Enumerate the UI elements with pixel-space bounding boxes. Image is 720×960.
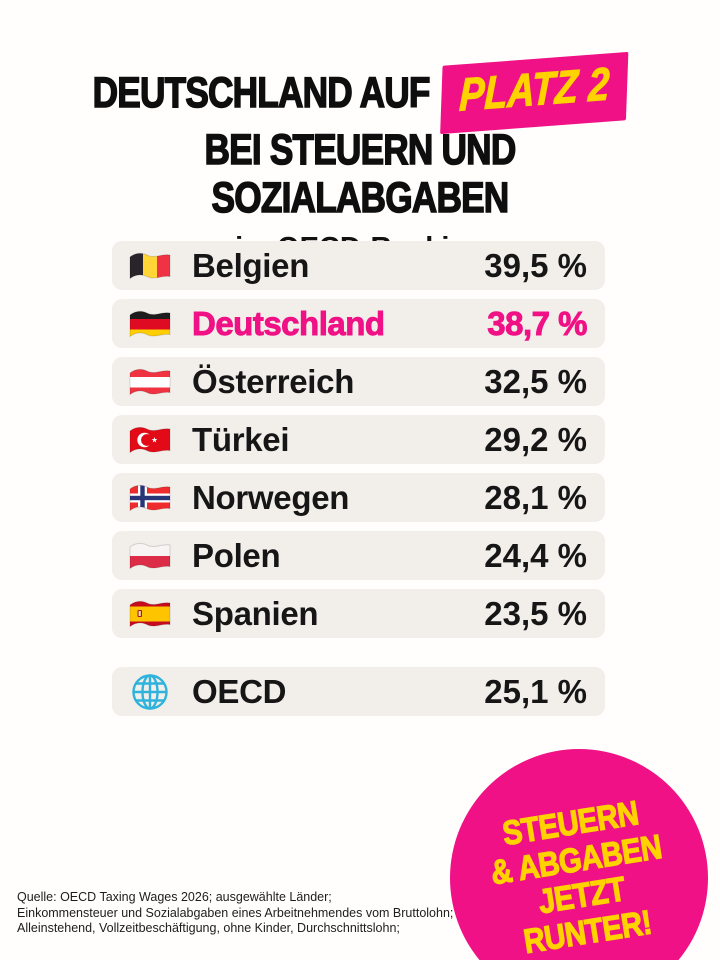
tax-rate-value: 32,5 % bbox=[484, 362, 587, 400]
tax-rate-value: 29,2 % bbox=[484, 420, 587, 458]
country-name: Deutschland bbox=[192, 304, 386, 342]
ranking-row-es: Spanien 23,5 % bbox=[112, 589, 605, 638]
ranking-row-globe: OECD 25,1 % bbox=[112, 667, 605, 716]
ranking-row-pl: Polen 24,4 % bbox=[112, 531, 605, 580]
source-line: Einkommensteuer und Sozialabgaben eines … bbox=[17, 905, 454, 920]
ranking-row-at: Österreich 32,5 % bbox=[112, 357, 605, 406]
title-block: DEUTSCHLAND AUF PLATZ 2 BEI STEUERN UND … bbox=[0, 51, 720, 265]
country-name: Norwegen bbox=[192, 478, 350, 516]
title-line-2: BEI STEUERN UND SOZIALABGABEN bbox=[204, 125, 517, 223]
ranking-row-no: Norwegen 28,1 % bbox=[112, 473, 605, 522]
country-name: Belgien bbox=[192, 246, 310, 284]
tax-rate-value: 38,7 % bbox=[487, 304, 588, 342]
source-line: Alleinstehend, Vollzeitbeschäftigung, oh… bbox=[17, 921, 400, 935]
source-note: Quelle: OECD Taxing Wages 2026; ausgewäh… bbox=[17, 890, 487, 937]
title-line-1: DEUTSCHLAND AUF bbox=[92, 68, 431, 118]
tax-rate-value: 39,5 % bbox=[484, 246, 587, 284]
country-name: Spanien bbox=[192, 594, 319, 632]
tax-rate-value: 25,1 % bbox=[484, 672, 587, 710]
globe-icon bbox=[126, 672, 174, 712]
flag-spain-icon bbox=[126, 598, 174, 630]
platz-2-badge: PLATZ 2 bbox=[440, 51, 629, 135]
ranking-list: Belgien 39,5 % Deutschland 38,7 % Österr… bbox=[112, 241, 605, 647]
ranking-row-tr: Türkei 29,2 % bbox=[112, 415, 605, 464]
tax-rate-value: 28,1 % bbox=[484, 478, 587, 516]
flag-turkey-icon bbox=[126, 424, 174, 456]
source-line: Quelle: OECD Taxing Wages 2026; ausgewäh… bbox=[17, 890, 332, 904]
flag-norway-icon bbox=[126, 482, 174, 514]
country-name: OECD bbox=[192, 672, 287, 710]
flag-poland-icon bbox=[126, 540, 174, 572]
country-name: Österreich bbox=[192, 362, 355, 400]
country-name: Türkei bbox=[192, 420, 290, 458]
flag-germany-icon bbox=[126, 308, 174, 340]
tax-rate-value: 24,4 % bbox=[484, 536, 587, 574]
ranking-row-be: Belgien 39,5 % bbox=[112, 241, 605, 290]
flag-austria-icon bbox=[126, 366, 174, 398]
tax-rate-value: 23,5 % bbox=[484, 594, 587, 632]
flag-belgium-icon bbox=[126, 250, 174, 282]
country-name: Polen bbox=[192, 536, 281, 574]
ranking-row-de: Deutschland 38,7 % bbox=[112, 299, 605, 348]
platz-2-label: PLATZ 2 bbox=[458, 57, 611, 122]
summary-row-container: OECD 25,1 % bbox=[112, 667, 605, 716]
sticker-text: STEUERN & ABGABEN JETZT RUNTER! bbox=[483, 792, 676, 960]
campaign-sticker: STEUERN & ABGABEN JETZT RUNTER! bbox=[450, 749, 708, 960]
